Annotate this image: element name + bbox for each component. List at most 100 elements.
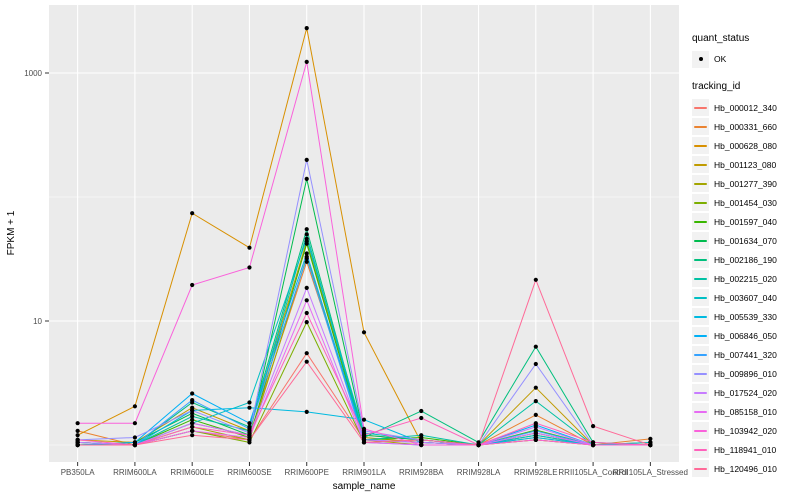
legend-key — [692, 422, 709, 439]
line-swatch-icon — [694, 258, 707, 261]
data-point — [533, 437, 538, 442]
legend-item: Hb_001277_390 — [692, 174, 798, 193]
legend-item-label: Hb_005539_330 — [714, 311, 777, 322]
data-point — [75, 442, 80, 448]
line-swatch-icon — [694, 220, 707, 223]
data-point — [132, 421, 138, 426]
legend-key — [692, 384, 709, 401]
line-swatch-icon — [694, 448, 707, 451]
legend-key — [692, 232, 709, 249]
line-swatch-icon — [694, 334, 707, 337]
data-point — [190, 211, 195, 216]
data-point — [648, 442, 653, 448]
legend-item: Hb_001634_070 — [692, 231, 798, 250]
legend-item-label: Hb_001597_040 — [714, 216, 777, 227]
legend-item: Hb_000331_660 — [692, 117, 798, 136]
line-swatch-icon — [694, 353, 707, 356]
data-point — [304, 320, 309, 325]
x-tick-label: RRII105LA_Stressed — [613, 468, 688, 477]
data-point — [247, 421, 252, 426]
data-point — [247, 426, 252, 431]
legend-key — [692, 156, 709, 173]
line-swatch-icon — [694, 429, 707, 432]
legend-key — [692, 441, 709, 458]
line-swatch-icon — [694, 106, 707, 109]
legend-key — [692, 365, 709, 382]
x-axis-tick-labels: PB350LA RRIM600LA RRIM600LE RRIM600SE RRIM60… — [61, 468, 688, 477]
legend-item: Hb_000628_080 — [692, 136, 798, 155]
x-tick-label: RRIM600PE — [284, 468, 328, 477]
data-point — [361, 330, 367, 335]
y-axis-tick-labels: 10 1000 — [24, 69, 42, 326]
x-tick-label: RRIM600SE — [227, 468, 271, 477]
legend-key — [692, 403, 709, 420]
data-point — [533, 385, 538, 390]
data-point — [304, 310, 309, 316]
data-point — [75, 421, 80, 426]
data-point — [419, 415, 424, 421]
data-point — [75, 428, 80, 433]
x-tick-label: RRII105LA_Control — [558, 468, 628, 477]
legend-title-tracking-id: tracking_id — [692, 81, 741, 92]
legend-key — [692, 327, 709, 344]
data-point — [304, 232, 309, 237]
data-point — [190, 411, 195, 416]
data-point — [190, 391, 195, 396]
x-tick-label: RRIM600LA — [113, 468, 157, 477]
data-point — [304, 26, 309, 31]
data-point — [590, 424, 596, 429]
data-point — [419, 433, 424, 438]
x-tick-label: RRIM600LE — [170, 468, 214, 477]
x-tick-label: RRIM928LE — [514, 468, 558, 477]
data-point — [190, 417, 195, 422]
data-point — [190, 433, 195, 438]
legend-item-label: Hb_003607_040 — [714, 292, 777, 303]
data-point — [247, 265, 252, 270]
legend-item: Hb_005539_330 — [692, 307, 798, 326]
data-point — [75, 437, 80, 442]
legend-item-label: Hb_118941_010 — [714, 444, 777, 455]
data-point — [304, 351, 309, 356]
data-point — [190, 421, 195, 426]
data-point — [476, 442, 481, 448]
line-swatch-icon — [694, 201, 707, 204]
legend-key — [692, 289, 709, 306]
x-tick-label: RRIM901LA — [342, 468, 386, 477]
legend-key — [692, 99, 709, 116]
data-point — [304, 298, 309, 303]
data-point — [247, 245, 252, 250]
data-point — [75, 433, 80, 438]
line-swatch-icon — [694, 372, 707, 375]
data-point — [190, 398, 195, 403]
legend-item-label: OK — [714, 54, 727, 64]
legend-item: Hb_000012_340 — [692, 98, 798, 117]
legend-item: Hb_007441_320 — [692, 345, 798, 364]
legend-item: Hb_120496_010 — [692, 459, 798, 478]
legend-item-label: Hb_002186_190 — [714, 254, 777, 265]
data-point — [533, 424, 538, 429]
legend-item-label: Hb_007441_320 — [714, 349, 777, 360]
legend-item: Hb_002186_190 — [692, 250, 798, 269]
data-point — [247, 405, 252, 410]
line-swatch-icon — [694, 163, 707, 166]
legend-item: Hb_001123_080 — [692, 155, 798, 174]
data-point — [190, 428, 195, 433]
line-swatch-icon — [694, 144, 707, 147]
data-point — [132, 404, 138, 409]
legend-item-ok: OK — [692, 49, 798, 69]
data-point — [190, 282, 195, 288]
line-swatch-icon — [694, 182, 707, 185]
data-point — [190, 424, 195, 429]
legend-item: Hb_118941_010 — [692, 440, 798, 459]
legend-item-label: Hb_001454_030 — [714, 197, 777, 208]
legend-item: Hb_001597_040 — [692, 212, 798, 231]
legend-item: Hb_001454_030 — [692, 193, 798, 212]
legend-item: Hb_103942_020 — [692, 421, 798, 440]
line-swatch-icon — [694, 410, 707, 413]
data-point — [533, 421, 538, 426]
x-tick-label: RRIM928BA — [399, 468, 444, 477]
line-swatch-icon — [694, 296, 707, 299]
data-point — [533, 430, 538, 436]
legend-item: Hb_009896_010 — [692, 364, 798, 383]
